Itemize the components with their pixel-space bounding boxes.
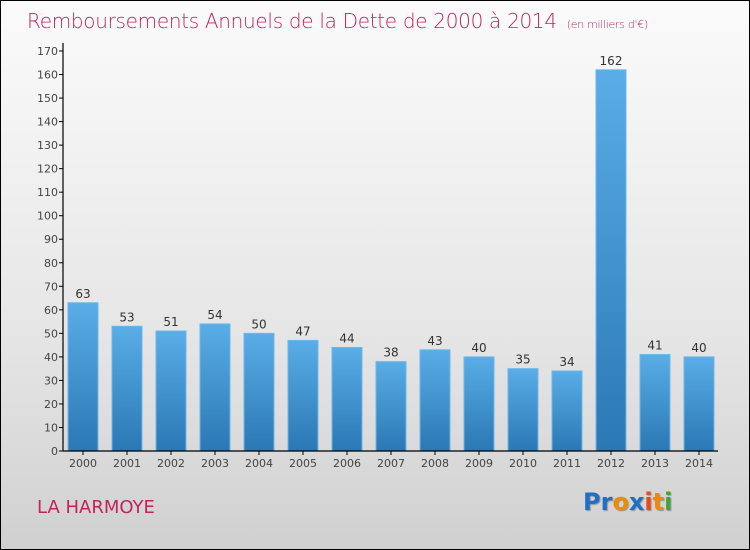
logo-letter: i bbox=[664, 488, 673, 516]
bar-2010[interactable] bbox=[507, 368, 539, 452]
x-axis: 2000 2001 2002 2003 2004 2005 2006 2007 2008 2009… bbox=[63, 450, 718, 470]
logo-letter: P bbox=[583, 488, 601, 516]
x-tick-label: 2012 bbox=[597, 457, 625, 470]
bar-2006[interactable] bbox=[331, 346, 363, 452]
bar-2013[interactable] bbox=[639, 354, 671, 452]
bar-chart: 0 10 20 30 40 50 60 70 80 90 100 110 120 130 140 150 160… bbox=[37, 43, 718, 470]
y-tick-label: 90 bbox=[44, 233, 58, 246]
y-tick-label: 80 bbox=[44, 257, 58, 270]
logo-letter: i bbox=[644, 488, 653, 516]
bar-2003[interactable] bbox=[199, 323, 231, 452]
data-label: 40 bbox=[691, 341, 706, 355]
data-label: 43 bbox=[427, 334, 442, 348]
bar-2014[interactable] bbox=[683, 356, 715, 452]
y-tick-label: 60 bbox=[44, 304, 58, 317]
y-tick-label: 150 bbox=[37, 92, 58, 105]
bar-2000[interactable] bbox=[67, 302, 99, 452]
data-label: 38 bbox=[383, 346, 398, 360]
x-tick-label: 2002 bbox=[157, 457, 185, 470]
x-tick-label: 2003 bbox=[201, 457, 229, 470]
bar-2007[interactable] bbox=[375, 361, 407, 452]
data-label: 34 bbox=[559, 355, 574, 369]
bar-2004[interactable] bbox=[243, 332, 275, 452]
x-tick-label: 2011 bbox=[553, 457, 581, 470]
bars: 63 53 51 54 50 47 44 38 43 40 35 34 162 41 40 bbox=[67, 54, 715, 452]
bar-2008[interactable] bbox=[419, 349, 451, 452]
x-tick-label: 2000 bbox=[69, 457, 97, 470]
y-tick-label: 100 bbox=[37, 210, 58, 223]
data-label: 162 bbox=[600, 54, 623, 68]
x-tick-label: 2013 bbox=[641, 457, 669, 470]
bar-2012[interactable] bbox=[595, 69, 627, 452]
y-tick-label: 70 bbox=[44, 280, 58, 293]
data-label: 51 bbox=[163, 315, 178, 329]
chart-title-text: Remboursements Annuels de la Dette de 20… bbox=[27, 9, 557, 33]
data-label: 35 bbox=[515, 353, 530, 367]
x-tick-label: 2001 bbox=[113, 457, 141, 470]
bar-2002[interactable] bbox=[155, 330, 187, 452]
bar-2001[interactable] bbox=[111, 325, 143, 452]
x-tick-label: 2004 bbox=[245, 457, 273, 470]
proxiti-logo[interactable]: Proxiti bbox=[583, 488, 672, 516]
data-label: 63 bbox=[75, 287, 90, 301]
x-tick-label: 2005 bbox=[289, 457, 317, 470]
y-tick-label: 20 bbox=[44, 398, 58, 411]
data-label: 50 bbox=[251, 317, 266, 331]
y-tick-label: 0 bbox=[51, 445, 58, 458]
y-tick-label: 160 bbox=[37, 69, 58, 82]
y-tick-label: 30 bbox=[44, 374, 58, 387]
logo-letter: t bbox=[652, 488, 665, 516]
y-tick-label: 50 bbox=[44, 327, 58, 340]
bar-2011[interactable] bbox=[551, 370, 583, 452]
x-tick-label: 2010 bbox=[509, 457, 537, 470]
chart-unit: (en milliers d'€) bbox=[566, 18, 648, 31]
chart-title: Remboursements Annuels de la Dette de 20… bbox=[27, 9, 648, 33]
logo-letter: r bbox=[600, 488, 613, 516]
x-tick-label: 2014 bbox=[685, 457, 713, 470]
y-tick-label: 120 bbox=[37, 163, 58, 176]
bar-2005[interactable] bbox=[287, 339, 319, 452]
data-label: 44 bbox=[339, 331, 354, 345]
data-label: 54 bbox=[207, 308, 222, 322]
x-tick-label: 2009 bbox=[465, 457, 493, 470]
city-name: LA HARMOYE bbox=[37, 497, 155, 518]
y-axis: 0 10 20 30 40 50 60 70 80 90 100 110 120 130 140 150 160… bbox=[37, 43, 64, 458]
x-tick-label: 2006 bbox=[333, 457, 361, 470]
y-tick-label: 130 bbox=[37, 139, 58, 152]
x-tick-label: 2008 bbox=[421, 457, 449, 470]
y-tick-label: 170 bbox=[37, 45, 58, 58]
data-label: 41 bbox=[647, 339, 662, 353]
data-label: 53 bbox=[119, 310, 134, 324]
data-label: 47 bbox=[295, 324, 310, 338]
bar-2009[interactable] bbox=[463, 356, 495, 452]
y-tick-label: 110 bbox=[37, 186, 58, 199]
logo-letter: o bbox=[612, 488, 629, 516]
data-label: 40 bbox=[471, 341, 486, 355]
y-tick-label: 40 bbox=[44, 351, 58, 364]
logo-letter: x bbox=[628, 488, 645, 516]
y-tick-label: 140 bbox=[37, 116, 58, 129]
x-tick-label: 2007 bbox=[377, 457, 405, 470]
y-tick-label: 10 bbox=[44, 421, 58, 434]
